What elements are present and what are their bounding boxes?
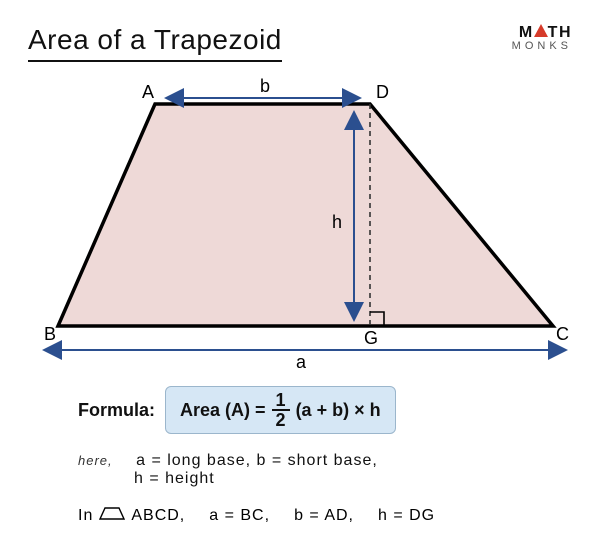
in-h: h = DG bbox=[378, 507, 435, 525]
label-B: B bbox=[44, 324, 56, 344]
frac-num: 1 bbox=[272, 391, 290, 411]
in-abcd: ABCD, bbox=[131, 507, 185, 525]
here-label: here, bbox=[78, 453, 113, 468]
one-half-fraction: 1 2 bbox=[272, 391, 290, 429]
label-b: b bbox=[260, 76, 270, 96]
label-h: h bbox=[332, 212, 342, 232]
trapezoid-diagram: A D B C G b a h bbox=[28, 68, 572, 378]
def-line2: h = height bbox=[134, 470, 215, 488]
in-abcd-row: In ABCD, a = BC, b = AD, h = DG bbox=[78, 506, 572, 526]
in-b: b = AD, bbox=[294, 507, 354, 525]
logo-m: M bbox=[519, 24, 534, 41]
trapezoid-icon bbox=[99, 506, 125, 526]
frac-den: 2 bbox=[272, 411, 290, 429]
formula-box: Area (A) = 1 2 (a + b) × h bbox=[165, 386, 396, 434]
label-D: D bbox=[376, 82, 389, 102]
page-title: Area of a Trapezoid bbox=[28, 24, 282, 62]
logo-sub: MONKS bbox=[512, 41, 572, 52]
trapezoid-shape bbox=[58, 104, 553, 326]
logo-th: TH bbox=[548, 24, 572, 41]
def-line1: a = long base, b = short base, bbox=[136, 452, 378, 469]
label-a: a bbox=[296, 352, 307, 372]
label-A: A bbox=[142, 82, 154, 102]
brand-logo: M TH MONKS bbox=[512, 24, 572, 52]
logo-triangle-icon bbox=[534, 24, 548, 41]
formula-keyword: Formula: bbox=[78, 400, 155, 421]
in-prefix: In bbox=[78, 507, 93, 525]
formula-row: Formula: Area (A) = 1 2 (a + b) × h bbox=[78, 386, 572, 434]
label-C: C bbox=[556, 324, 569, 344]
formula-rhs: (a + b) × h bbox=[296, 400, 381, 421]
definitions: here, a = long base, b = short base, h =… bbox=[78, 452, 572, 488]
formula-lhs: Area (A) = bbox=[180, 400, 266, 421]
in-a: a = BC, bbox=[209, 507, 270, 525]
label-G: G bbox=[364, 328, 378, 348]
